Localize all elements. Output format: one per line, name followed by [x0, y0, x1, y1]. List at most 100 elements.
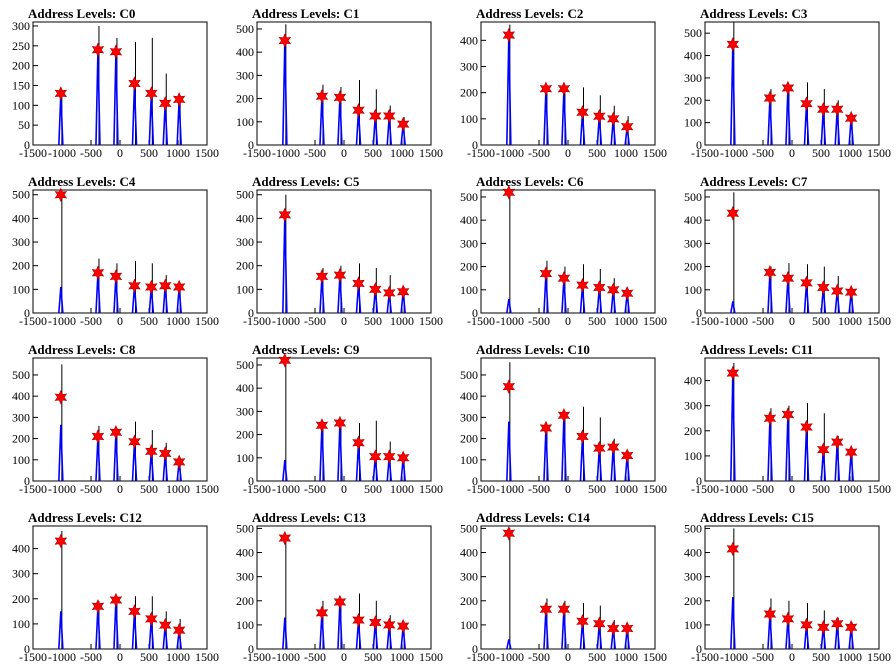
- peak-marker: [800, 617, 813, 633]
- y-tick-label: 0: [24, 474, 30, 488]
- y-tick-label: 500: [460, 368, 478, 382]
- x-tick-label: -500: [528, 314, 550, 328]
- x-tick-label: 1000: [166, 146, 190, 160]
- x-tick-label: 500: [812, 650, 830, 664]
- x-tick-label: 500: [364, 146, 382, 160]
- peak-marker: [539, 420, 553, 436]
- peak-marker: [593, 440, 606, 456]
- x-tick-label: 1500: [195, 314, 219, 328]
- peak-marker: [91, 42, 105, 57]
- x-tick-label: -1000: [496, 314, 524, 328]
- x-tick-label: -1500: [467, 482, 495, 496]
- chart-panel: 0 100 200 300 400 500 -1500 -1000 -500 0 500 1000 15…: [224, 504, 448, 672]
- x-tick-label: 500: [364, 314, 382, 328]
- x-tick-label: 500: [812, 482, 830, 496]
- chart-plot: 0 100 200 300 400 500 -1500 -1000 -500 0 500 1000 15…: [684, 189, 891, 328]
- peak-marker: [91, 265, 105, 281]
- y-tick-label: 100: [236, 451, 254, 465]
- x-tick-label: -500: [304, 650, 326, 664]
- y-tick-label: 200: [12, 592, 30, 606]
- y-tick-label: 0: [24, 642, 30, 656]
- peak-marker: [830, 283, 844, 299]
- x-tick-label: -1500: [691, 482, 719, 496]
- y-tick-label: 300: [12, 567, 30, 581]
- fit-peak: [282, 460, 288, 482]
- chart-plot: 0 100 200 300 400 500 -1500 -1000 -500 0 500 1000 15…: [460, 357, 667, 496]
- y-tick-label: 300: [684, 570, 702, 584]
- x-tick-label: 1000: [614, 314, 638, 328]
- chart-panel: 0 100 200 300 400 500 -1500 -1000 -500 0 500 1000 15…: [672, 0, 896, 168]
- y-tick-label: 0: [24, 138, 30, 152]
- y-tick-label: 300: [460, 570, 478, 584]
- x-tick-label: 500: [588, 314, 606, 328]
- peak-marker: [620, 621, 634, 636]
- x-tick-label: -500: [752, 146, 774, 160]
- peak-marker: [502, 185, 516, 200]
- x-tick-label: 500: [588, 482, 606, 496]
- peak-marker: [128, 434, 141, 449]
- x-tick-label: -1500: [243, 650, 271, 664]
- y-tick-label: 0: [472, 138, 478, 152]
- x-tick-label: -1500: [19, 482, 47, 496]
- chart-panel: 0 100 200 300 400 500 -1500 -1000 -500 0 500 1000 15…: [672, 504, 896, 672]
- y-tick-label: 400: [12, 389, 30, 403]
- y-tick-label: 500: [460, 521, 478, 535]
- peak-marker: [800, 96, 813, 111]
- y-tick-label: 100: [684, 116, 702, 130]
- peak-marker: [763, 606, 777, 622]
- x-tick-label: -1000: [720, 482, 748, 496]
- chart-panel: 0 100 200 300 400 500 -1500 -1000 -500 0 500 1000 15…: [0, 168, 224, 336]
- x-tick-label: -1500: [691, 146, 719, 160]
- x-tick-label: 0: [341, 650, 347, 664]
- x-tick-label: -1500: [691, 650, 719, 664]
- x-tick-label: 0: [789, 482, 795, 496]
- y-tick-label: 500: [12, 188, 30, 202]
- chart-title: Address Levels: C12: [28, 510, 142, 525]
- peak-marker: [620, 286, 634, 301]
- fit-peak: [58, 424, 64, 482]
- chart-panel: 0 100 200 300 400 500 -1500 -1000 -500 0 500 1000 15…: [448, 336, 672, 504]
- y-tick-label: 250: [12, 39, 30, 53]
- chart-plot: 0 100 200 300 400 500 -1500 -1000 -500 0 500 1000 15…: [236, 188, 443, 328]
- y-tick-label: 500: [684, 521, 702, 535]
- y-tick-label: 300: [12, 19, 30, 33]
- peak-marker: [128, 76, 141, 91]
- fit-peak: [506, 639, 512, 650]
- y-tick-label: 400: [236, 381, 254, 395]
- peak-marker: [91, 429, 105, 444]
- peak-marker: [369, 449, 382, 464]
- peak-marker: [593, 280, 606, 295]
- peak-marker: [278, 207, 292, 223]
- peak-marker: [172, 454, 186, 470]
- y-tick-label: 0: [472, 642, 478, 656]
- peak-marker: [352, 435, 365, 450]
- x-tick-label: 1000: [614, 650, 638, 664]
- peak-marker: [382, 108, 396, 124]
- peak-marker: [593, 616, 606, 631]
- y-tick-label: 300: [684, 71, 702, 85]
- x-tick-label: 0: [117, 650, 123, 664]
- x-tick-label: -500: [752, 314, 774, 328]
- fit-peak: [730, 301, 736, 314]
- peak-marker: [333, 415, 347, 431]
- y-tick-label: 200: [460, 86, 478, 100]
- x-tick-label: 1500: [643, 146, 667, 160]
- fit-peak: [282, 617, 288, 650]
- y-tick-label: 500: [236, 358, 254, 372]
- peak-marker: [54, 533, 68, 549]
- chart-title: Address Levels: C2: [476, 6, 584, 21]
- peak-marker: [817, 442, 830, 457]
- chart-title: Address Levels: C8: [28, 342, 136, 357]
- y-tick-label: 0: [696, 474, 702, 488]
- y-tick-label: 400: [684, 213, 702, 227]
- peak-marker: [557, 81, 571, 96]
- x-tick-label: 0: [117, 482, 123, 496]
- x-tick-label: -500: [80, 650, 102, 664]
- y-tick-label: 100: [12, 453, 30, 467]
- peak-marker: [54, 86, 68, 101]
- peak-marker: [606, 111, 620, 127]
- x-tick-label: 1000: [838, 146, 862, 160]
- x-tick-label: -500: [304, 482, 326, 496]
- x-tick-label: -500: [80, 314, 102, 328]
